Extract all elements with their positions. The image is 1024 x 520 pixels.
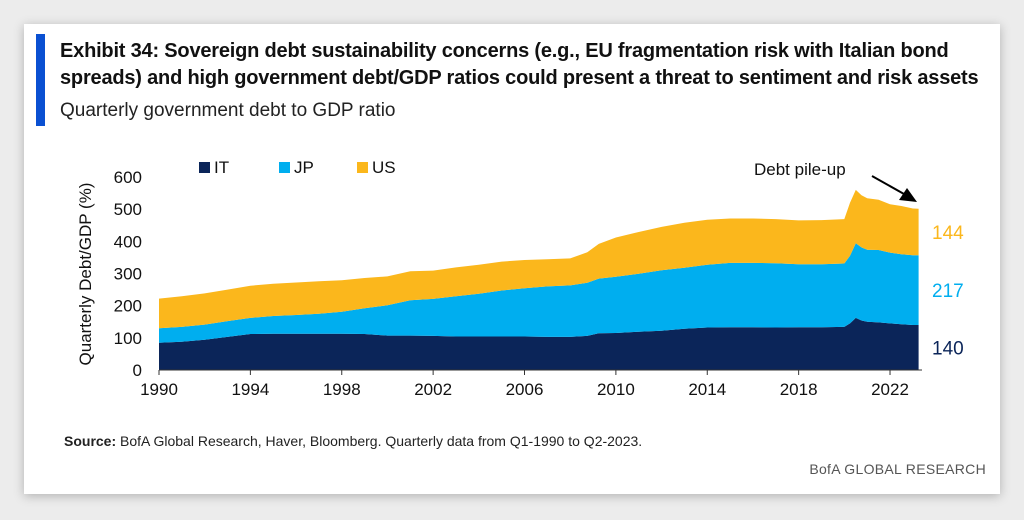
end-label-IT: 140 <box>932 338 964 359</box>
x-tick-label: 2018 <box>780 380 818 399</box>
y-axis-label: Quarterly Debt/GDP (%) <box>76 183 95 366</box>
legend: IT JP US <box>199 158 396 177</box>
exhibit-subtitle: Quarterly government debt to GDP ratio <box>60 100 396 121</box>
legend-swatch <box>279 162 290 173</box>
exhibit-card: Exhibit 34: Sovereign debt sustainabilit… <box>24 24 1000 494</box>
x-tick-label: 2014 <box>688 380 726 399</box>
x-tick-label: 2010 <box>597 380 635 399</box>
x-tick-label: 2002 <box>414 380 452 399</box>
end-label-JP: 217 <box>932 281 964 302</box>
x-tick-label: 2022 <box>871 380 909 399</box>
y-tick-label: 500 <box>114 200 142 219</box>
area-series-IT <box>159 317 919 370</box>
x-tick-label: 2006 <box>506 380 544 399</box>
y-tick-label: 100 <box>114 329 142 348</box>
y-tick-label: 0 <box>133 361 142 380</box>
legend-label: IT <box>214 158 229 177</box>
source-label: Source: <box>64 433 117 449</box>
annotation: Debt pile-up <box>754 160 917 202</box>
y-tick-label: 600 <box>114 168 142 187</box>
source-note: Source: BofA Global Research, Haver, Blo… <box>64 433 642 449</box>
source-text: BofA Global Research, Haver, Bloomberg. … <box>116 433 643 449</box>
brand-label: BofA GLOBAL RESEARCH <box>809 461 986 477</box>
legend-item-JP: JP <box>279 158 314 177</box>
annotation-text: Debt pile-up <box>754 160 846 179</box>
legend-item-IT: IT <box>199 158 229 177</box>
y-tick-label: 400 <box>114 232 142 251</box>
accent-bar <box>36 34 45 126</box>
y-tick-label: 200 <box>114 297 142 316</box>
debt-chart: 0 100 200 300 400 500 600 1990 1994 1998 2002 2006 2… <box>76 158 964 399</box>
end-labels: 144 217 140 <box>932 223 964 359</box>
legend-swatch <box>199 162 210 173</box>
exhibit-title: Exhibit 34: Sovereign debt sustainabilit… <box>60 40 979 89</box>
area-series-US <box>159 189 919 329</box>
legend-label: US <box>372 158 396 177</box>
x-tick-label: 1998 <box>323 380 361 399</box>
x-tick-label: 1990 <box>140 380 178 399</box>
end-label-US: 144 <box>932 223 964 244</box>
annotation-arrow-shaft <box>871 175 905 195</box>
area-layer <box>159 189 919 370</box>
y-tick-label: 300 <box>114 265 142 284</box>
legend-label: JP <box>294 158 314 177</box>
area-series-JP <box>159 243 919 343</box>
axes-layer: 0 100 200 300 400 500 600 1990 1994 1998 2002 2006 2… <box>114 168 922 399</box>
x-tick-label: 1994 <box>231 380 269 399</box>
annotation-arrow-head <box>899 188 917 202</box>
legend-item-US: US <box>357 158 396 177</box>
legend-swatch <box>357 162 368 173</box>
